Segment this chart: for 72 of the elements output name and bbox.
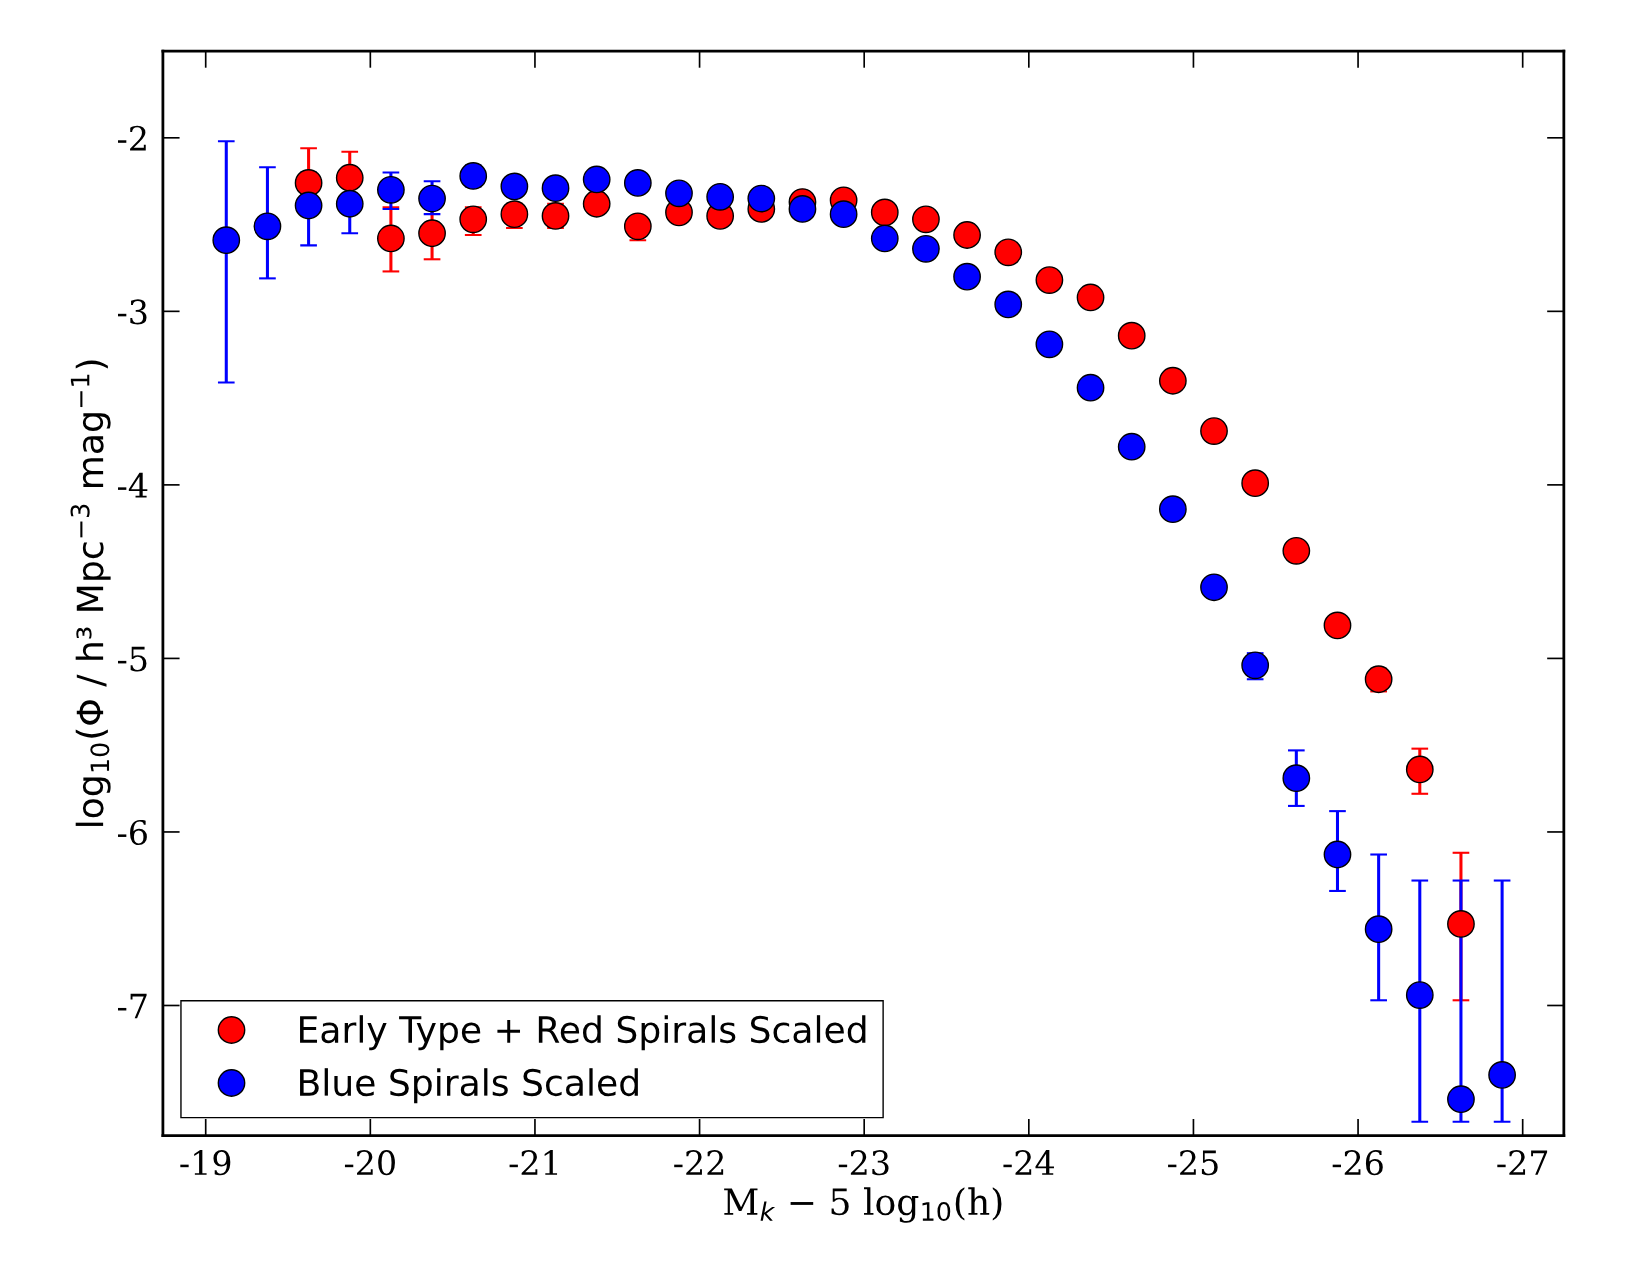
point bbox=[912, 205, 940, 234]
point bbox=[912, 234, 940, 263]
point bbox=[1241, 469, 1270, 498]
point bbox=[1364, 915, 1393, 944]
point bbox=[829, 200, 858, 229]
point bbox=[1323, 840, 1352, 869]
point bbox=[870, 198, 899, 227]
point bbox=[1200, 573, 1228, 602]
point bbox=[1158, 495, 1187, 524]
point bbox=[1447, 1085, 1475, 1114]
x-tick-label: -24 bbox=[1003, 1150, 1054, 1175]
point bbox=[1241, 651, 1270, 680]
x-tick-label: -23 bbox=[838, 1150, 889, 1176]
point bbox=[1076, 373, 1105, 402]
x-tick-label: -21 bbox=[509, 1150, 558, 1175]
point bbox=[500, 172, 529, 201]
y-tick-label: -5 bbox=[118, 646, 147, 672]
point bbox=[1323, 611, 1352, 640]
point bbox=[1076, 283, 1105, 312]
point bbox=[870, 224, 899, 253]
point bbox=[1282, 536, 1311, 565]
point bbox=[623, 212, 652, 241]
point bbox=[788, 195, 817, 223]
y-tick-label: -2 bbox=[118, 125, 146, 151]
point bbox=[1117, 432, 1146, 461]
point bbox=[953, 262, 981, 291]
legend-label: Blue Spirals Scaled bbox=[300, 1068, 638, 1104]
point bbox=[377, 175, 405, 204]
point bbox=[294, 169, 323, 197]
point bbox=[1488, 1061, 1517, 1089]
point bbox=[1200, 417, 1228, 445]
point bbox=[994, 290, 1023, 319]
point bbox=[953, 221, 981, 249]
point bbox=[459, 205, 488, 234]
point bbox=[623, 169, 652, 197]
point bbox=[500, 200, 529, 229]
point bbox=[747, 184, 776, 213]
y-tick-label: -6 bbox=[118, 819, 147, 846]
point bbox=[418, 219, 446, 248]
x-tick-label: -26 bbox=[1332, 1150, 1383, 1176]
point bbox=[665, 179, 693, 208]
point bbox=[1117, 321, 1146, 350]
point bbox=[335, 163, 364, 192]
point bbox=[253, 212, 282, 241]
point bbox=[1405, 755, 1434, 784]
x-tick-label: -25 bbox=[1168, 1150, 1218, 1176]
y-tick-label: -4 bbox=[118, 472, 148, 498]
point bbox=[459, 162, 488, 190]
point bbox=[212, 226, 241, 255]
x-tick-label: -22 bbox=[674, 1150, 724, 1175]
point bbox=[582, 189, 611, 218]
y-axis-title: log$_{10}$(Φ / h³ Mpc$^{−3}$ mag$^{−1}$) bbox=[70, 360, 111, 826]
x-axis-title: M$_{k}$ − 5 log$_{10}$(h) bbox=[724, 1187, 1002, 1223]
point bbox=[541, 174, 570, 203]
point bbox=[582, 165, 611, 194]
point bbox=[1158, 366, 1187, 395]
point bbox=[1447, 910, 1475, 938]
point bbox=[335, 189, 364, 218]
y-tick-label: -7 bbox=[118, 993, 147, 1019]
legend-label: Early Type + Red Spirals Scaled bbox=[300, 1015, 866, 1051]
point bbox=[706, 182, 735, 211]
point bbox=[1282, 764, 1311, 793]
x-tick-label: -20 bbox=[344, 1150, 395, 1176]
x-tick-label: -19 bbox=[180, 1150, 231, 1176]
x-tick-label: -27 bbox=[1497, 1150, 1548, 1175]
point bbox=[377, 224, 405, 253]
y-tick-label: -3 bbox=[118, 299, 147, 325]
point bbox=[1405, 981, 1434, 1009]
point bbox=[1035, 266, 1064, 294]
point bbox=[1035, 330, 1064, 359]
point bbox=[994, 238, 1023, 267]
point bbox=[294, 191, 323, 220]
